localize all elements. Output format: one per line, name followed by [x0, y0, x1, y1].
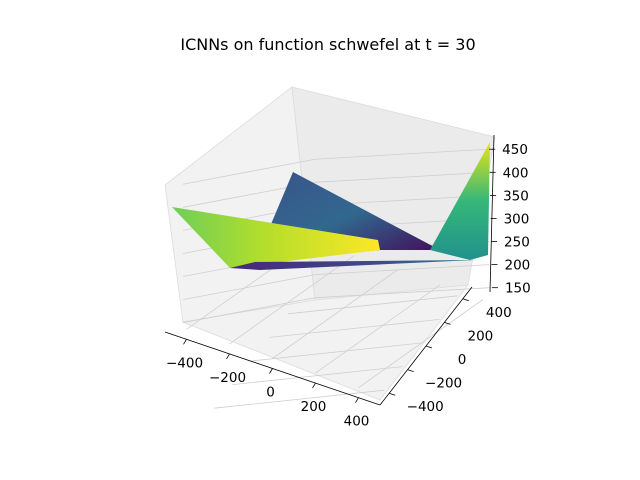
x-tick-label: −200: [209, 370, 246, 386]
z-axis-line: [489, 134, 495, 293]
z-tick-label: 450: [502, 142, 528, 158]
y-tick-label: −200: [425, 376, 462, 392]
floor-pane: [181, 284, 469, 401]
z-grid-line-left: [182, 297, 316, 324]
z-grid-line-back: [314, 171, 488, 183]
z-tick-label: 250: [504, 235, 530, 251]
y-tick-mark: [444, 322, 451, 325]
x-axis-ticks: −400 −200 0 200 400: [166, 339, 370, 430]
chart-title: ICNNs on function schwefel at t = 30: [180, 35, 475, 54]
z-tick-label: 300: [504, 211, 530, 227]
x-grid-line: [272, 269, 398, 359]
x-tick-mark: [355, 397, 359, 403]
y-grid-line: [214, 389, 385, 409]
z-grid-line-back: [314, 264, 490, 276]
x-grid-line: [229, 255, 355, 345]
y-tick-label: 400: [486, 305, 512, 321]
y-tick-mark: [462, 298, 469, 302]
y-tick-mark: [389, 392, 396, 396]
x-tick-label: −400: [166, 355, 203, 371]
x-tick-mark: [183, 339, 187, 345]
z-tick-label: 350: [503, 188, 529, 204]
y-tick-mark: [407, 369, 414, 372]
surface-right-patch: [430, 142, 490, 260]
x-tick-mark: [312, 382, 316, 389]
y-tick-label: −400: [407, 399, 444, 415]
surface-bottom-patch: [230, 260, 475, 270]
x-grid-line: [358, 299, 484, 389]
y-tick-mark: [425, 345, 433, 349]
z-grid-line-back: [314, 287, 490, 299]
y-tick-label: 200: [468, 328, 494, 344]
x-tick-label: 400: [344, 414, 370, 430]
z-tick-label: 200: [504, 258, 530, 274]
z-tick-label: 150: [505, 281, 531, 297]
y-tick-label: 0: [458, 352, 467, 368]
x-tick-label: 0: [266, 385, 275, 401]
y-grid-line: [269, 319, 440, 338]
z-grid-line-left: [182, 274, 316, 301]
x-tick-label: 200: [301, 399, 327, 415]
x-tick-mark: [226, 353, 230, 360]
z-grid-line-back: [314, 148, 488, 160]
y-grid-line: [250, 342, 422, 362]
y-grid-line: [232, 366, 403, 385]
surface-left-patch: [172, 207, 380, 268]
z-grid-line-left: [182, 158, 316, 185]
z-axis-ticks: 150 200 250 300 350 400 450: [489, 142, 531, 297]
x-tick-mark: [269, 368, 273, 374]
y-grid-line: [287, 295, 458, 315]
z-tick-label: 400: [503, 165, 529, 181]
